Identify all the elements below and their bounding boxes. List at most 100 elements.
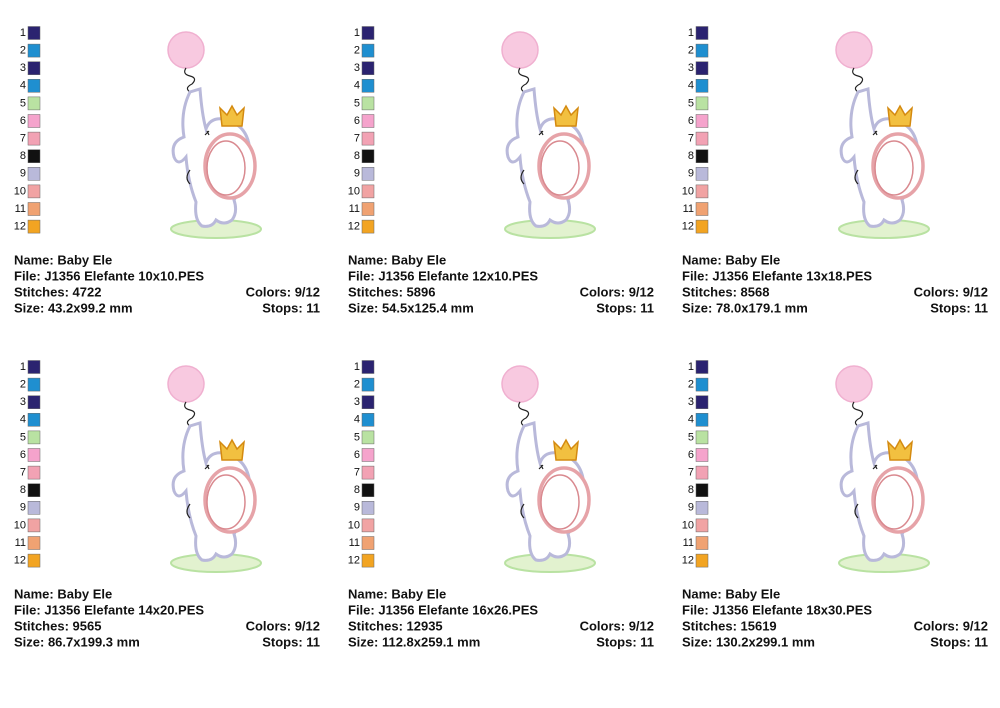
color-swatch <box>27 465 41 480</box>
color-swatch <box>695 501 709 515</box>
color-number: 6 <box>354 115 360 127</box>
ear-inner <box>540 140 580 196</box>
color-number: 12 <box>14 221 26 233</box>
color-swatch <box>361 43 375 58</box>
balloon-string <box>184 67 196 93</box>
color-swatch <box>27 149 41 163</box>
color-number: 6 <box>354 449 360 461</box>
color-swatch <box>27 395 41 409</box>
balloon-string <box>518 401 530 427</box>
color-number: 3 <box>354 62 360 74</box>
design-name: Name: Baby Ele <box>14 252 112 267</box>
color-number: 6 <box>688 449 694 461</box>
color-swatch <box>695 114 709 128</box>
color-number: 5 <box>688 431 694 443</box>
ear-inner <box>206 140 246 196</box>
color-number: 2 <box>354 45 360 57</box>
design-file: File: J1356 Elefante 14x20.PES <box>14 602 204 617</box>
tail <box>854 503 859 519</box>
color-swatch <box>361 131 375 146</box>
color-swatch <box>361 430 375 445</box>
color-swatch <box>27 131 41 146</box>
color-swatch <box>695 395 709 409</box>
tail <box>854 169 859 185</box>
color-number: 4 <box>688 414 694 426</box>
elephant-illustration <box>167 31 262 239</box>
color-swatch <box>27 448 41 462</box>
color-number: 6 <box>20 115 26 127</box>
color-number: 10 <box>348 519 360 531</box>
balloon <box>835 365 873 403</box>
ear <box>871 132 925 200</box>
ear-inner <box>874 140 914 196</box>
color-number: 7 <box>688 467 694 479</box>
design-size: Size: 43.2x99.2 mm <box>14 300 133 315</box>
color-number: 3 <box>354 396 360 408</box>
ear <box>871 466 925 534</box>
color-swatch <box>695 131 709 146</box>
color-number: 10 <box>348 185 360 197</box>
design-stops: Stops: 11 <box>596 300 654 315</box>
color-number: 2 <box>20 45 26 57</box>
color-number: 5 <box>354 431 360 443</box>
color-number: 2 <box>688 45 694 57</box>
color-swatch <box>27 536 41 550</box>
color-number: 11 <box>683 537 694 549</box>
color-swatch <box>27 483 41 497</box>
color-swatch <box>695 536 709 550</box>
color-number: 7 <box>688 133 694 145</box>
color-number: 4 <box>688 80 694 92</box>
color-number: 4 <box>20 414 26 426</box>
design-name: Name: Baby Ele <box>14 586 112 601</box>
color-swatch <box>695 483 709 497</box>
color-swatch <box>695 96 709 111</box>
color-number: 9 <box>688 502 694 514</box>
color-swatch <box>361 395 375 409</box>
color-number: 5 <box>354 97 360 109</box>
color-number: 10 <box>14 185 26 197</box>
color-number: 10 <box>682 519 694 531</box>
eye <box>204 464 210 470</box>
eye <box>872 464 878 470</box>
ear-inner <box>874 474 914 530</box>
design-stops: Stops: 11 <box>930 634 988 649</box>
color-swatch <box>695 149 709 163</box>
color-number: 5 <box>688 97 694 109</box>
color-swatch <box>361 360 375 374</box>
elephant-illustration <box>835 365 930 573</box>
color-swatch <box>695 202 709 216</box>
color-number: 10 <box>14 519 26 531</box>
color-number: 9 <box>354 502 360 514</box>
color-swatch <box>361 219 375 234</box>
color-swatch <box>695 518 709 533</box>
color-number: 12 <box>682 221 694 233</box>
design-colors: Colors: 9/12 <box>246 284 320 299</box>
design-name: Name: Baby Ele <box>348 586 446 601</box>
color-number: 9 <box>354 168 360 180</box>
color-number: 5 <box>20 431 26 443</box>
color-number: 1 <box>688 361 694 373</box>
design-stitches: Stitches: 9565 <box>14 618 101 633</box>
design-file: File: J1356 Elefante 13x18.PES <box>682 268 872 283</box>
balloon-string <box>518 67 530 93</box>
color-number: 1 <box>354 27 360 39</box>
color-swatch <box>27 518 41 533</box>
color-number: 1 <box>20 27 26 39</box>
balloon <box>501 31 539 69</box>
color-swatch <box>27 202 41 216</box>
eye <box>872 130 878 136</box>
color-number: 1 <box>20 361 26 373</box>
eye <box>538 464 544 470</box>
design-stitches: Stitches: 4722 <box>14 284 101 299</box>
design-colors: Colors: 9/12 <box>914 618 988 633</box>
color-swatch <box>27 430 41 445</box>
design-stops: Stops: 11 <box>262 634 320 649</box>
elephant-illustration <box>501 31 596 239</box>
design-file: File: J1356 Elefante 12x10.PES <box>348 268 538 283</box>
color-number: 9 <box>688 168 694 180</box>
color-number: 8 <box>20 484 26 496</box>
